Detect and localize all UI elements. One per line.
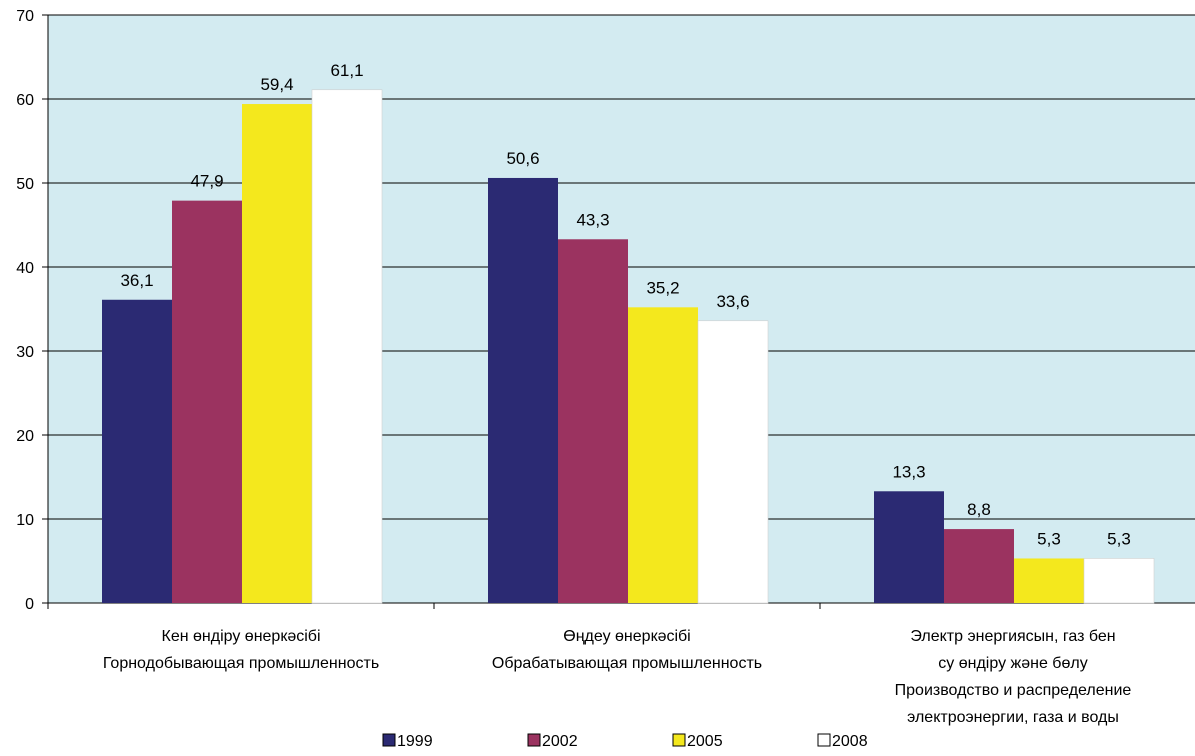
legend-label: 2002 <box>542 733 578 750</box>
category-label: электроэнергии, газа и воды <box>907 709 1119 726</box>
y-tick-label: 20 <box>16 428 34 445</box>
bar-2002 <box>558 239 628 603</box>
data-label: 61,1 <box>330 61 363 80</box>
y-tick-label: 50 <box>16 176 34 193</box>
category-label: Өңдеу өнеркәсібі <box>563 628 690 645</box>
bar-1999 <box>874 491 944 603</box>
legend-swatch-2008 <box>817 733 831 747</box>
bar-2008 <box>311 89 383 604</box>
bar-2002 <box>944 529 1014 603</box>
bar-2005 <box>628 307 698 603</box>
category-label: Кен өндіру өнеркәсібі <box>162 628 321 645</box>
data-label: 36,1 <box>120 271 153 290</box>
bar-1999 <box>102 299 172 603</box>
data-label: 8,8 <box>967 500 991 519</box>
data-label: 43,3 <box>576 210 609 229</box>
data-label: 5,3 <box>1037 529 1061 548</box>
legend-swatch-2002 <box>527 733 541 747</box>
bar-2002 <box>172 200 242 603</box>
bar-2008 <box>697 320 769 604</box>
category-label: Обрабатывающая промышленность <box>492 655 762 672</box>
y-tick-label: 10 <box>16 512 34 529</box>
y-tick-label: 0 <box>25 596 34 613</box>
data-label: 59,4 <box>260 75 293 94</box>
bar-2008 <box>1083 558 1155 604</box>
category-label: Электр энергиясын, газ бен <box>910 628 1115 645</box>
y-tick-label: 30 <box>16 344 34 361</box>
legend-label: 2005 <box>687 733 723 750</box>
data-label: 5,3 <box>1107 529 1131 548</box>
y-tick-label: 60 <box>16 92 34 109</box>
category-label: Производство и распределение <box>895 682 1132 699</box>
y-tick-label: 70 <box>16 8 34 25</box>
category-label: Горнодобывающая промышленность <box>103 655 379 672</box>
data-label: 35,2 <box>646 278 679 297</box>
category-label: су өндіру және бөлу <box>938 655 1087 672</box>
data-label: 13,3 <box>892 462 925 481</box>
legend-swatch-2005 <box>672 733 686 747</box>
data-label: 47,9 <box>190 172 223 191</box>
legend-label: 1999 <box>397 733 433 750</box>
y-tick-label: 40 <box>16 260 34 277</box>
legend-swatch-1999 <box>382 733 396 747</box>
bar-2005 <box>1014 558 1084 603</box>
bar-1999 <box>488 177 558 603</box>
data-label: 50,6 <box>506 149 539 168</box>
legend-label: 2008 <box>832 733 868 750</box>
bar-2005 <box>242 104 312 603</box>
data-label: 33,6 <box>716 292 749 311</box>
